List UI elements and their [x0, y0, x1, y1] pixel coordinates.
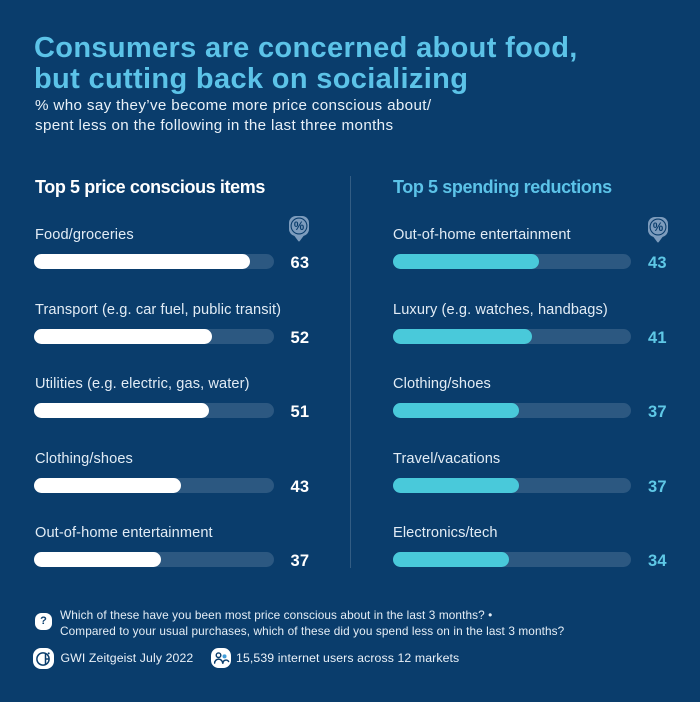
svg-text:%: % [294, 220, 304, 233]
svg-text:%: % [653, 221, 663, 234]
